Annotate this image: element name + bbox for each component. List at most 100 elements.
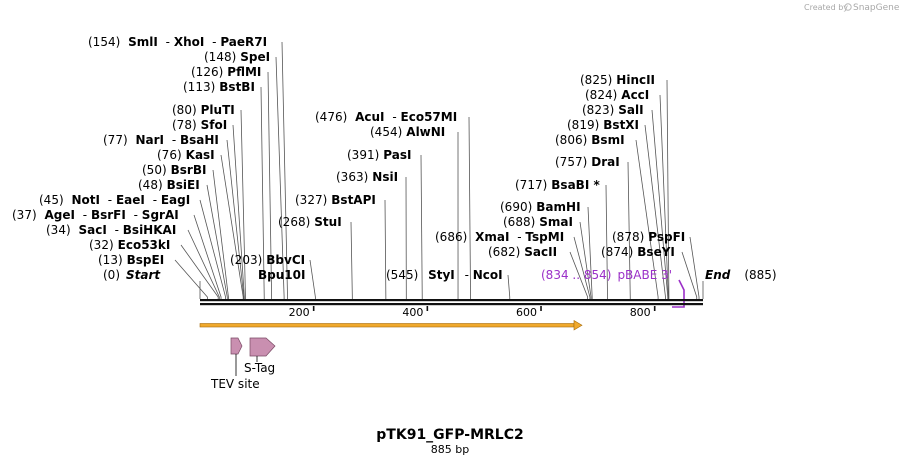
site-label-48[interactable]: (48) BsiEI bbox=[138, 178, 200, 192]
site-label-32[interactable]: (32) Eco53kI bbox=[89, 238, 170, 252]
scale-label-400: 400 bbox=[402, 306, 423, 319]
leader-line-819 bbox=[644, 124, 666, 299]
site-group-left: (154) SmlI - XhoI - PaeR7I (148) SpeI (12… bbox=[12, 35, 270, 282]
site-label-476[interactable]: (476) AcuI - Eco57MI bbox=[315, 110, 457, 124]
site-label-203[interactable]: (203) BbvCI bbox=[230, 253, 305, 267]
leader-line-682 bbox=[569, 251, 589, 299]
feature-label-tev-site: TEV site bbox=[210, 377, 260, 391]
orf-arrow[interactable] bbox=[199, 319, 583, 331]
site-label-825[interactable]: (825) HincII bbox=[580, 73, 655, 87]
site-label-113[interactable]: (113) BstBI bbox=[183, 80, 255, 94]
scale-ticks: 200 400 600 800 bbox=[289, 306, 656, 319]
leader-line-126 bbox=[267, 71, 273, 299]
site-label-268[interactable]: (268) StuI bbox=[278, 215, 342, 229]
leader-line-825 bbox=[666, 79, 670, 299]
site-label-688[interactable]: (688) SmaI bbox=[503, 215, 573, 229]
site-label-80[interactable]: (80) PluTI bbox=[172, 103, 235, 117]
leader-line-268 bbox=[350, 221, 353, 299]
site-label-391[interactable]: (391) PasI bbox=[347, 148, 411, 162]
leader-line-327 bbox=[384, 199, 387, 299]
site-label-13[interactable]: (13) BspEI bbox=[98, 253, 164, 267]
map-subtitle: 885 bp bbox=[431, 443, 469, 456]
leader-line-203 bbox=[309, 259, 316, 299]
orf-arrowhead-icon bbox=[573, 319, 583, 331]
leader-line-78 bbox=[232, 124, 245, 299]
site-group-right: (825) HincII (824) AccI (823) SalI (819) Bst… bbox=[555, 73, 777, 282]
map-title: pTK91_GFP-MRLC2 bbox=[376, 427, 523, 443]
leader-line-391 bbox=[420, 154, 423, 299]
site-label-76[interactable]: (76) KasI bbox=[157, 148, 215, 162]
site-label-bpu10i[interactable]: Bpu10I bbox=[258, 268, 305, 282]
leader-line-717 bbox=[605, 184, 608, 299]
primer-arrow-icon bbox=[672, 279, 685, 308]
backbone-top-strand bbox=[200, 299, 703, 302]
leader-line-34 bbox=[187, 229, 220, 299]
brand-text: SnapGene bbox=[853, 3, 900, 13]
feature-s-tag[interactable] bbox=[249, 337, 276, 357]
site-label-878[interactable]: (878) PspFI bbox=[612, 230, 685, 244]
snapgene-logo-icon bbox=[844, 3, 852, 11]
credit-text: Created by bbox=[804, 3, 848, 12]
site-label-148[interactable]: (148) SpeI bbox=[204, 50, 270, 64]
leader-line-45 bbox=[199, 199, 226, 299]
leader-line-686 bbox=[573, 236, 591, 299]
site-group-middle-left: (203) BbvCI Bpu10I (268) StuI (327) BstAPI … bbox=[230, 110, 503, 282]
scale-label-800: 800 bbox=[630, 306, 651, 319]
site-label-806[interactable]: (806) BsmI bbox=[555, 133, 625, 147]
site-label-682[interactable]: (682) SacII bbox=[488, 245, 557, 259]
leader-line-37 bbox=[193, 214, 222, 299]
site-label-154[interactable]: (154) SmlI - XhoI - PaeR7I bbox=[88, 35, 267, 49]
leader-line-476 bbox=[468, 116, 471, 299]
site-label-37[interactable]: (37) AgeI - BsrFI - SgrAI bbox=[12, 208, 179, 222]
site-label-start[interactable]: (0) Start bbox=[103, 268, 161, 282]
leader-line-48 bbox=[206, 184, 228, 299]
leader-line-690 bbox=[587, 206, 593, 299]
site-label-874[interactable]: (874) BseYI bbox=[601, 245, 675, 259]
leader-line-76 bbox=[220, 154, 244, 299]
leader-line-806 bbox=[635, 139, 659, 299]
site-label-823[interactable]: (823) SalI bbox=[582, 103, 644, 117]
feature-label-s-tag: S-Tag bbox=[244, 361, 275, 375]
site-label-126[interactable]: (126) PflMI bbox=[191, 65, 261, 79]
feature-tev-site[interactable] bbox=[230, 337, 243, 355]
site-label-819[interactable]: (819) BstXI bbox=[567, 118, 639, 132]
leader-line-113 bbox=[260, 86, 265, 299]
site-label-686[interactable]: (686) XmaI - TspMI bbox=[435, 230, 564, 244]
leader-line-823 bbox=[651, 109, 669, 299]
primer-label[interactable]: (834 .. 854) pBABE 3' bbox=[541, 268, 672, 282]
site-label-327[interactable]: (327) BstAPI bbox=[295, 193, 376, 207]
site-label-34[interactable]: (34) SacI - BsiHKAI bbox=[46, 223, 176, 237]
site-label-717[interactable]: (717) BsaBI * bbox=[515, 178, 600, 192]
sequence-backbone bbox=[200, 299, 703, 306]
leader-line-824 bbox=[659, 94, 669, 299]
leader-line-13 bbox=[174, 259, 208, 299]
leader-line-50 bbox=[212, 169, 229, 299]
leader-line-148 bbox=[275, 56, 285, 299]
site-group-middle-right: (717) BsaBI * (690) BamHI (688) SmaI (686) … bbox=[435, 155, 620, 259]
site-label-454[interactable]: (454) AlwNI bbox=[370, 125, 445, 139]
site-label-45[interactable]: (45) NotI - EaeI - EagI bbox=[39, 193, 190, 207]
leader-line-688 bbox=[579, 221, 592, 299]
scale-label-200: 200 bbox=[289, 306, 310, 319]
site-label-545[interactable]: (545) StyI - NcoI bbox=[386, 268, 503, 282]
site-label-78[interactable]: (78) SfoI bbox=[172, 118, 227, 132]
site-label-363[interactable]: (363) NsiI bbox=[336, 170, 398, 184]
leader-line-154 bbox=[281, 41, 288, 299]
site-label-50[interactable]: (50) BsrBI bbox=[142, 163, 206, 177]
leader-line-878 bbox=[689, 236, 700, 299]
site-label-77[interactable]: (77) NarI - BsaHI bbox=[103, 133, 219, 147]
site-label-690[interactable]: (690) BamHI bbox=[500, 200, 581, 214]
orf-bar bbox=[199, 323, 575, 328]
site-label-end[interactable]: End (885) bbox=[705, 268, 777, 282]
backbone-bottom-strand bbox=[200, 303, 703, 306]
leader-line-757 bbox=[627, 161, 631, 299]
leader-line-77 bbox=[226, 139, 245, 299]
scale-label-600: 600 bbox=[516, 306, 537, 319]
leader-line-545 bbox=[507, 274, 511, 299]
leader-line-874 bbox=[681, 251, 698, 299]
leader-lines bbox=[174, 41, 704, 299]
site-label-824[interactable]: (824) AccI bbox=[585, 88, 649, 102]
site-label-757[interactable]: (757) DraI bbox=[555, 155, 620, 169]
leader-line-32 bbox=[180, 244, 219, 299]
